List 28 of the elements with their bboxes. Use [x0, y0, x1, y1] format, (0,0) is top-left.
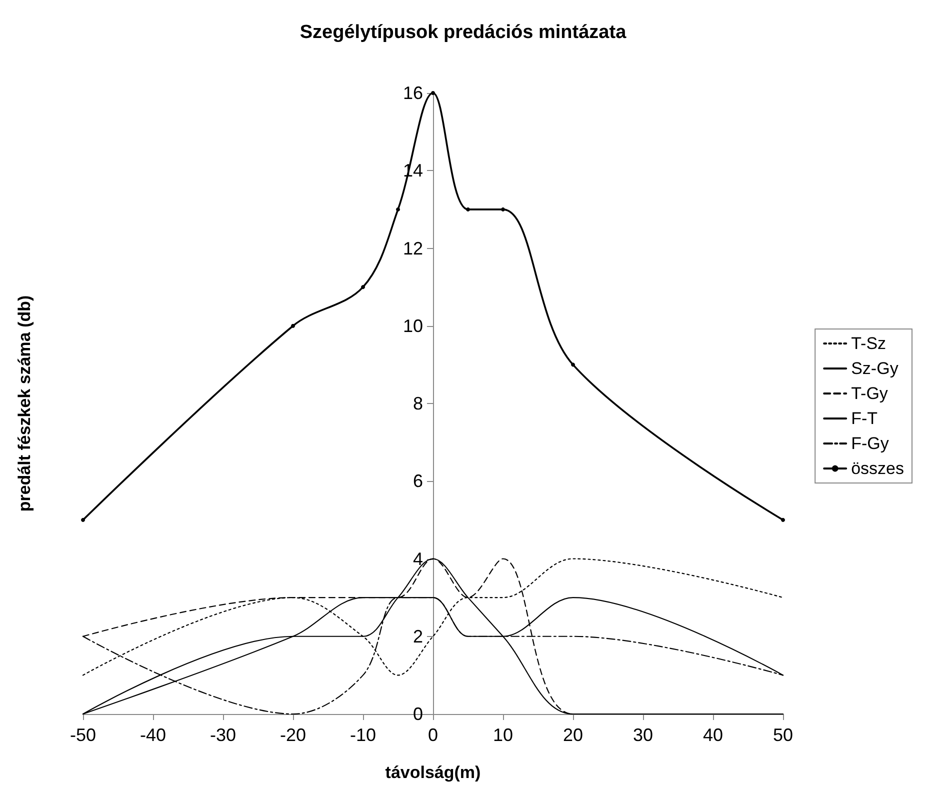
y-tick-label: 12	[402, 238, 423, 258]
x-tick-label: 20	[562, 725, 584, 745]
y-tick-label: 10	[402, 316, 423, 336]
x-tick-label: -50	[70, 725, 96, 745]
y-tick-label: 8	[412, 394, 423, 414]
y-tick-label: 16	[402, 83, 423, 103]
y-tick-label: 2	[412, 626, 423, 646]
y-axis-title: predált fészkek száma (db)	[15, 295, 34, 512]
legend-label: Sz-Gy	[851, 359, 899, 378]
x-tick-label: -30	[210, 725, 236, 745]
legend-label: F-Gy	[851, 434, 890, 453]
x-tick-label: -10	[350, 725, 376, 745]
x-tick-label: -40	[140, 725, 166, 745]
y-tick-label: 6	[412, 471, 423, 492]
x-tick-label: 0	[428, 725, 438, 745]
legend-label: T-Gy	[851, 384, 888, 403]
legend-label: összes	[851, 459, 904, 478]
y-tick-label: 0	[412, 704, 423, 724]
chart-title: Szegélytípusok predációs mintázata	[300, 22, 627, 43]
x-tick-label: 30	[632, 725, 654, 745]
x-tick-label: 10	[492, 725, 514, 745]
legend-label: F-T	[851, 409, 878, 428]
legend-label: T-Sz	[851, 334, 886, 353]
x-tick-label: 40	[702, 725, 724, 745]
x-axis-title: távolság(m)	[385, 763, 481, 782]
x-tick-label: -20	[280, 725, 306, 745]
y-tick-label: 4	[412, 548, 423, 569]
x-tick-label: 50	[772, 725, 794, 745]
